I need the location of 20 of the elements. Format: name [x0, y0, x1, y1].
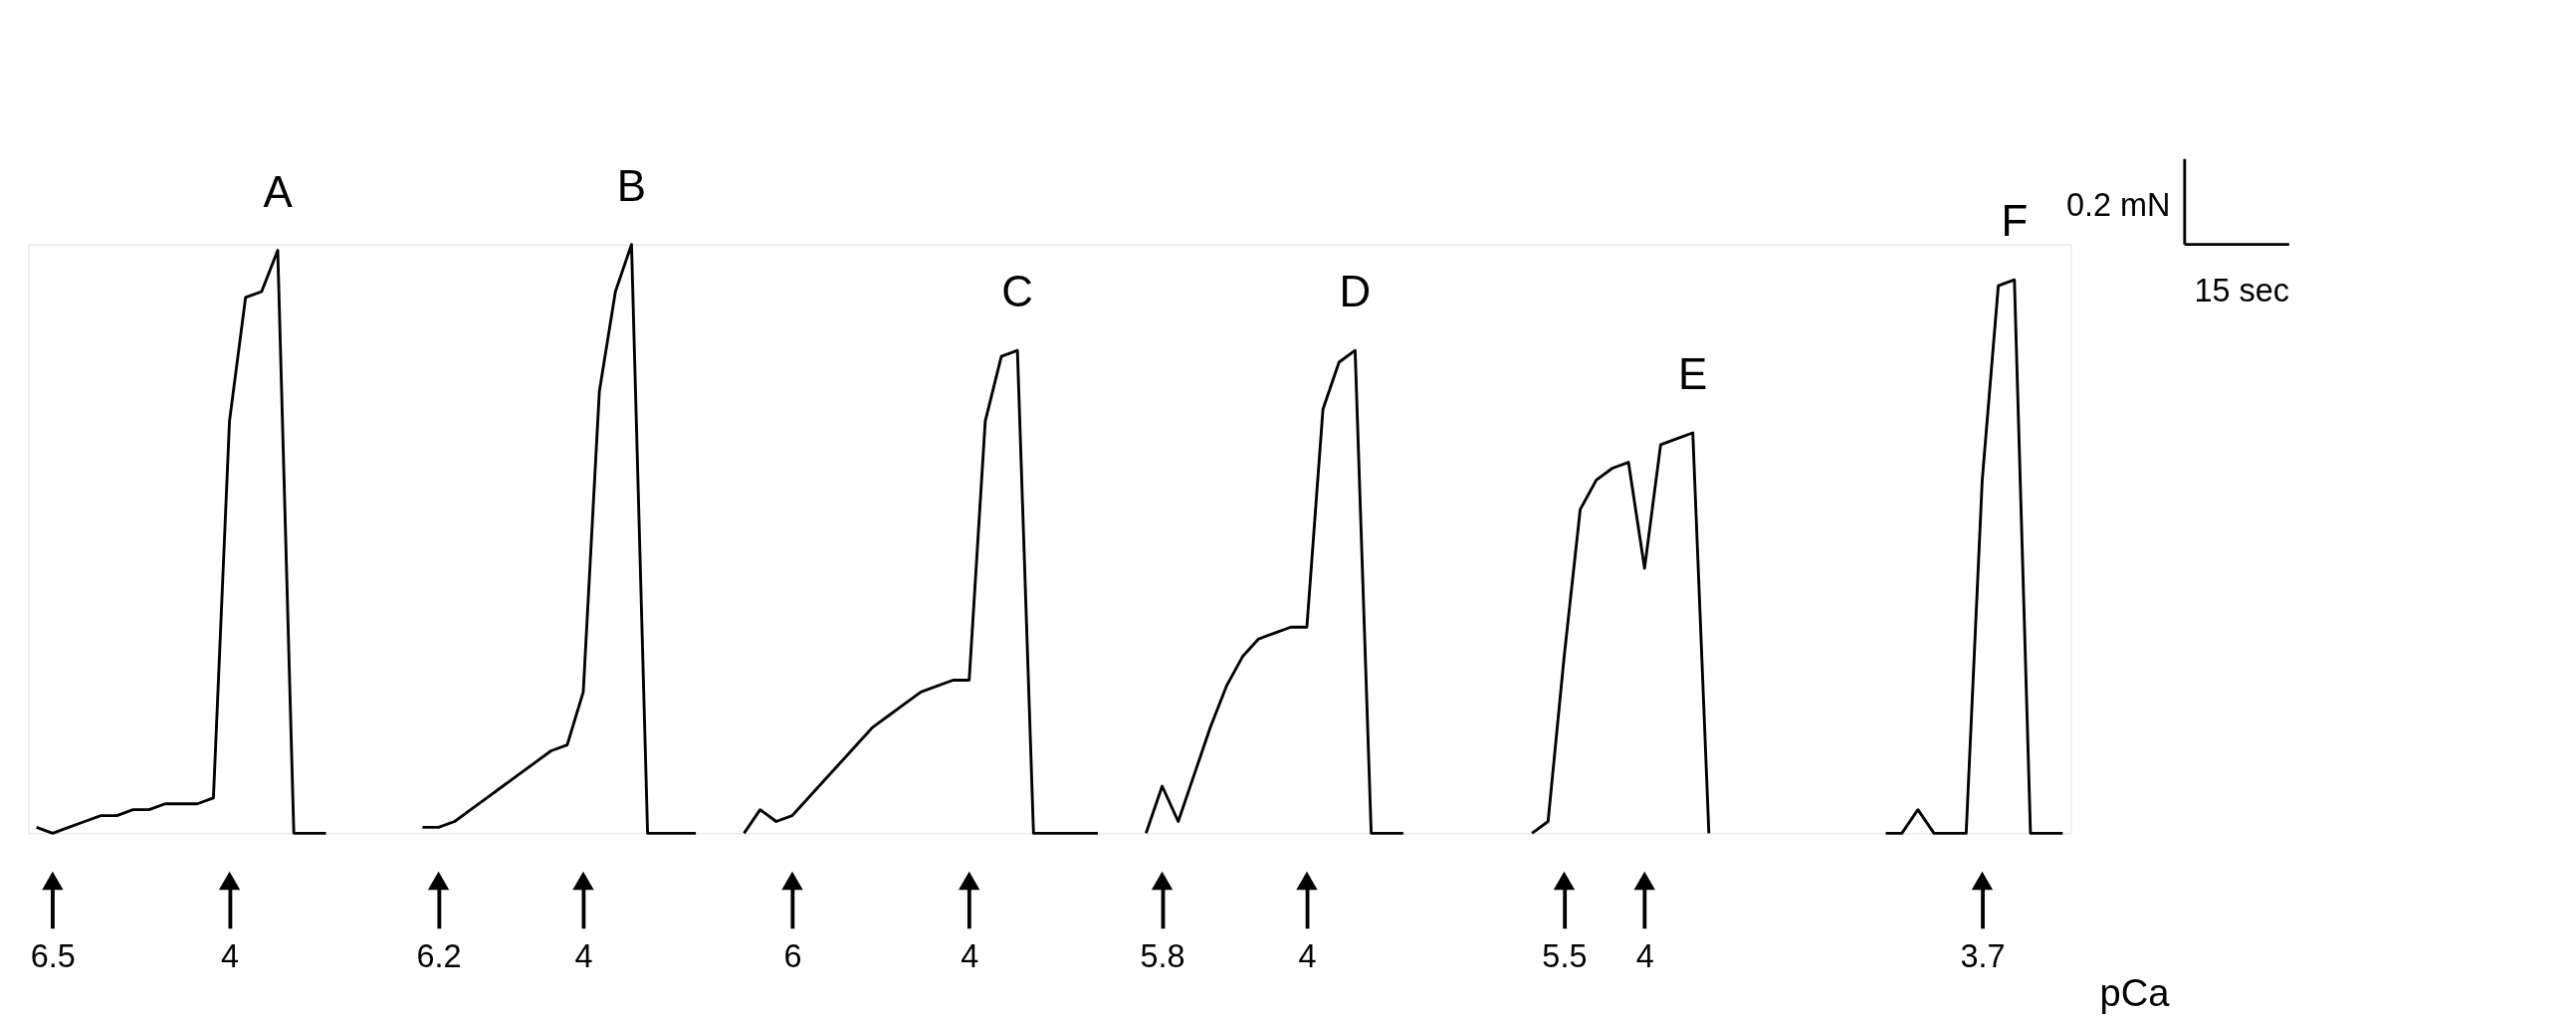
- x-axis-title: pCa: [2099, 971, 2171, 1015]
- series-label: E: [1678, 349, 1708, 399]
- series-label: C: [1001, 267, 1034, 316]
- x-tick-label: 4: [1635, 938, 1654, 975]
- x-tick-label: 4: [1298, 938, 1317, 975]
- x-tick-label: 4: [221, 938, 240, 975]
- series-label: B: [616, 160, 647, 210]
- x-tick-label: 6: [783, 938, 802, 975]
- x-tick-label: 4: [574, 938, 593, 975]
- series-label: D: [1339, 267, 1372, 316]
- x-tick-label: 3.7: [1960, 938, 2006, 975]
- text: 15 sec: [2194, 272, 2289, 308]
- x-tick-label: 5.8: [1140, 938, 1185, 975]
- series-label: F: [2001, 196, 2029, 246]
- x-tick-label: 5.5: [1542, 938, 1588, 975]
- text: 0.2 mN: [2065, 187, 2171, 224]
- series-label: A: [263, 166, 294, 216]
- x-tick-label: 6.2: [416, 938, 462, 975]
- x-tick-label: 6.5: [30, 938, 76, 975]
- x-tick-label: 4: [961, 938, 979, 975]
